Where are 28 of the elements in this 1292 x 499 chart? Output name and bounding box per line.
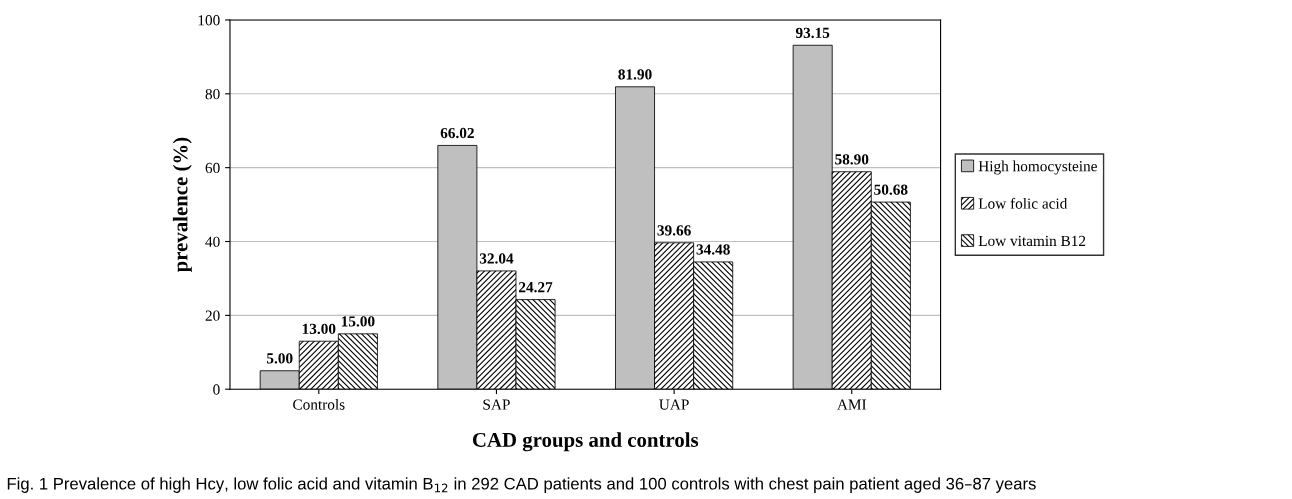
- y-tick-label: 60: [205, 162, 220, 174]
- data-label: 34.48: [696, 244, 730, 255]
- data-label: 58.90: [835, 154, 869, 165]
- data-label: 5.00: [266, 353, 293, 364]
- x-tick-label: Controls: [293, 398, 345, 410]
- data-label: 32.04: [479, 253, 514, 264]
- y-tick-label: 20: [205, 310, 220, 321]
- data-label: 39.66: [657, 225, 691, 236]
- data-label: 93.15: [795, 27, 830, 39]
- y-tick-label: 80: [205, 88, 220, 100]
- y-tick-label: 0: [213, 384, 220, 395]
- data-label: 13.00: [302, 323, 336, 335]
- legend-label: Low vitamin B12: [978, 235, 1086, 247]
- legend-label: Low folic acid: [978, 197, 1068, 209]
- data-label: 15.00: [341, 316, 375, 327]
- legend-label: High homocysteine: [978, 160, 1097, 175]
- caption: Fig. 1 Prevalence of high Hcy, low folic acid and vitamin B$_{12}$ in 292 CAD patients and 100 controls with chest pain patient aged 36–87 years: [7, 477, 1036, 493]
- x-tick-label: SAP: [483, 399, 510, 410]
- x-tick-label: AMI: [837, 399, 867, 410]
- data-label: 24.27: [518, 282, 553, 293]
- y-tick-label: 40: [205, 236, 220, 247]
- x-axis-title: CAD groups and controls: [472, 432, 699, 452]
- y-tick-label: 100: [198, 15, 220, 26]
- y-axis-title: prevalence (%): [172, 137, 192, 273]
- data-label: 81.90: [618, 69, 652, 80]
- data-label: 66.02: [440, 127, 474, 139]
- data-label: 50.68: [874, 184, 908, 195]
- x-tick-label: UAP: [659, 399, 689, 410]
